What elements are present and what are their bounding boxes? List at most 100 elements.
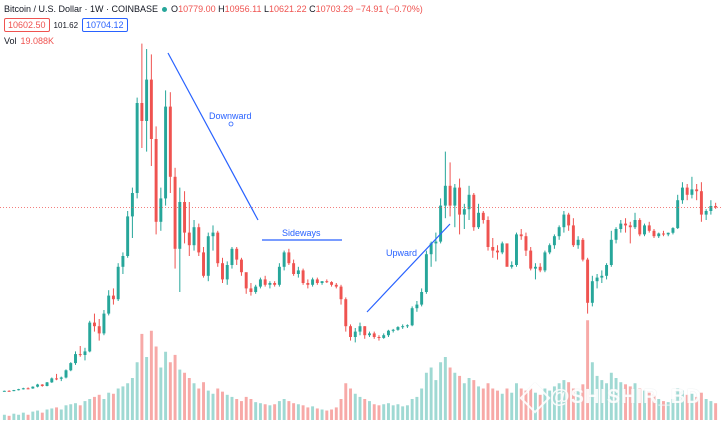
candle-body bbox=[74, 354, 77, 364]
volume-bar bbox=[562, 380, 566, 420]
volume-bar bbox=[192, 383, 196, 420]
volume-bar bbox=[221, 391, 224, 420]
volume-bar bbox=[524, 390, 528, 420]
volume-bar bbox=[92, 396, 96, 420]
volume-bar bbox=[135, 362, 139, 420]
volume-bar bbox=[676, 388, 680, 420]
close-value: 10703.29 bbox=[315, 4, 354, 14]
volume-bar bbox=[59, 409, 63, 420]
candle-body bbox=[107, 295, 111, 314]
candle-body bbox=[567, 214, 571, 226]
volume-bar bbox=[377, 405, 381, 420]
volume-bar bbox=[116, 388, 120, 420]
candle-body bbox=[197, 227, 201, 253]
volume-bar bbox=[576, 390, 580, 420]
symbol-header: Bitcoin / U.S. Dollar · 1W · COINBASE O1… bbox=[4, 4, 423, 14]
volume-bar bbox=[643, 390, 646, 420]
upward-trendline bbox=[366, 223, 451, 313]
candle-body bbox=[420, 292, 424, 305]
symbol-title[interactable]: Bitcoin / U.S. Dollar · 1W · COINBASE bbox=[4, 4, 159, 14]
candle-body bbox=[55, 378, 58, 380]
volume-bar bbox=[453, 372, 457, 420]
volume-bar bbox=[301, 405, 305, 420]
volume-bar bbox=[149, 330, 153, 420]
watermark-text: @SHISHIR_BD bbox=[550, 386, 702, 408]
volume-bar bbox=[121, 386, 125, 420]
volume-bar bbox=[529, 388, 533, 420]
candle-body bbox=[439, 205, 443, 242]
candle-body bbox=[709, 205, 713, 211]
candle-body bbox=[292, 263, 296, 274]
volume-bar bbox=[581, 384, 585, 420]
candle-body bbox=[2, 390, 6, 392]
candle-body bbox=[401, 326, 405, 328]
candle-body bbox=[12, 390, 16, 392]
sell-button[interactable]: 10602.50 bbox=[4, 18, 50, 32]
volume-bar bbox=[339, 399, 343, 420]
candle-body bbox=[486, 220, 490, 247]
volume-bar bbox=[330, 409, 334, 420]
candle-body bbox=[102, 313, 106, 334]
candle-body bbox=[178, 202, 182, 249]
candle-body bbox=[671, 228, 675, 233]
volume-bar bbox=[647, 392, 651, 420]
candle-body bbox=[657, 233, 661, 237]
volume-bar bbox=[12, 413, 16, 420]
candle-body bbox=[216, 232, 220, 264]
candle-body bbox=[192, 227, 196, 246]
volume-bar bbox=[31, 411, 35, 420]
volume-bar bbox=[538, 394, 542, 420]
candle-body bbox=[505, 243, 509, 267]
volume-bar bbox=[126, 383, 130, 420]
volume-bar bbox=[448, 367, 452, 420]
candle-body bbox=[339, 286, 343, 300]
volume-bar bbox=[268, 405, 272, 420]
volume-legend: Vol 19.088K bbox=[4, 36, 54, 46]
volume-bar bbox=[396, 404, 400, 420]
candle-body bbox=[168, 106, 172, 177]
volume-bar bbox=[605, 383, 609, 420]
volume-bar bbox=[88, 399, 92, 420]
candle-body bbox=[382, 335, 386, 338]
volume-bar bbox=[443, 357, 447, 420]
candle-body bbox=[609, 239, 613, 265]
volume-bar bbox=[349, 388, 352, 420]
volume-bar bbox=[263, 404, 267, 420]
candle-body bbox=[344, 299, 348, 327]
candle-body bbox=[154, 139, 158, 222]
volume-bar bbox=[55, 407, 58, 420]
volume-bar bbox=[680, 390, 684, 420]
volume-bar bbox=[311, 406, 315, 420]
candle-body bbox=[548, 245, 552, 253]
candle-body bbox=[83, 351, 87, 355]
close-label: C bbox=[309, 4, 316, 14]
volume-bar bbox=[557, 383, 561, 420]
volume-bar bbox=[510, 392, 514, 420]
volume-bar bbox=[638, 388, 642, 420]
volume-bar bbox=[273, 404, 277, 420]
volume-bar bbox=[434, 380, 438, 420]
candle-body bbox=[491, 247, 495, 251]
volume-bar bbox=[410, 399, 414, 420]
low-label: L bbox=[264, 4, 270, 14]
candle-body bbox=[472, 194, 476, 228]
candle-body bbox=[391, 329, 395, 331]
downward-label: Downward bbox=[209, 111, 252, 121]
downward-label-marker bbox=[228, 121, 234, 127]
volume-bar bbox=[609, 372, 613, 420]
volume-bar bbox=[254, 402, 258, 420]
low-value: 10621.22 bbox=[269, 4, 307, 14]
volume-bar bbox=[500, 393, 504, 420]
buy-button[interactable]: 10704.12 bbox=[82, 18, 128, 32]
candle-body bbox=[685, 187, 689, 195]
volume-bar bbox=[45, 409, 49, 420]
volume-bar bbox=[420, 388, 424, 420]
volume-bar bbox=[415, 396, 419, 420]
volume-bar bbox=[505, 388, 509, 420]
volume-bar bbox=[704, 399, 708, 420]
candle-body bbox=[666, 232, 670, 235]
candle-body bbox=[173, 176, 177, 249]
volume-bar bbox=[382, 404, 386, 420]
candle-body bbox=[273, 283, 277, 285]
